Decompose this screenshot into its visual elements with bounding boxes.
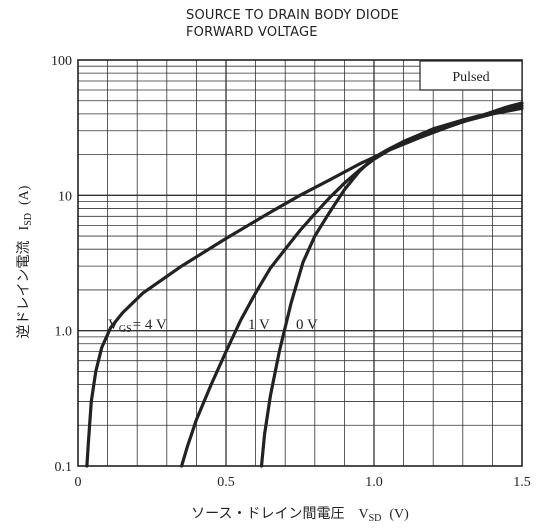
x-tick-label: 0 <box>75 475 82 490</box>
tick-labels: 0 0.5 1.0 1.5 0.1 1.0 10 100 <box>51 54 531 490</box>
curve-label-vgs-subscript: GS <box>119 324 132 335</box>
curve-label-vgs-symbol: V <box>108 317 119 333</box>
y-axis-label-subscript: SD <box>23 213 34 226</box>
y-axis-label: 逆ドレイン電流 ISD (A) <box>16 185 34 338</box>
x-axis-label-subscript: SD <box>369 513 382 524</box>
series-line-0 <box>85 101 524 468</box>
annotation-pulsed: Pulsed <box>452 70 489 85</box>
y-tick-label: 100 <box>51 54 72 69</box>
y-tick-label: 0.1 <box>55 460 73 475</box>
x-axis-label-symbol: V <box>358 507 368 522</box>
x-tick-label: 0.5 <box>217 475 235 490</box>
y-axis-label-symbol: I <box>17 225 32 230</box>
annotation-box <box>419 60 523 91</box>
y-axis-label-group: 逆ドレイン電流 ISD (A) <box>16 185 34 338</box>
x-axis-label-unit: (V) <box>389 507 409 522</box>
plot-frame <box>77 59 523 467</box>
curve-label-vgs-value: = 4 V <box>133 317 167 333</box>
curve-label-vgs-4v: VGS= 4 V <box>108 317 167 335</box>
x-tick-label: 1.0 <box>365 475 383 490</box>
curves <box>85 101 524 468</box>
series-line-2 <box>259 106 524 468</box>
chart-title-line-2: FORWARD VOLTAGE <box>186 25 318 40</box>
x-axis-label-text: ソース・ドレイン間電圧 <box>191 506 344 522</box>
series-line-1 <box>180 104 524 468</box>
curve-label-0v: 0 V <box>296 317 318 333</box>
y-axis-label-unit: (A) <box>17 185 32 205</box>
x-axis-label: ソース・ドレイン間電圧 VSD (V) <box>191 506 409 524</box>
chart-title-line-1: SOURCE TO DRAIN BODY DIODE <box>186 8 400 23</box>
y-axis-label-text: 逆ドレイン電流 <box>16 240 32 338</box>
curve-label-1v: 1 V <box>248 317 270 333</box>
y-tick-label: 1.0 <box>55 325 73 340</box>
y-tick-label: 10 <box>58 189 72 204</box>
x-tick-label: 1.5 <box>513 475 531 490</box>
